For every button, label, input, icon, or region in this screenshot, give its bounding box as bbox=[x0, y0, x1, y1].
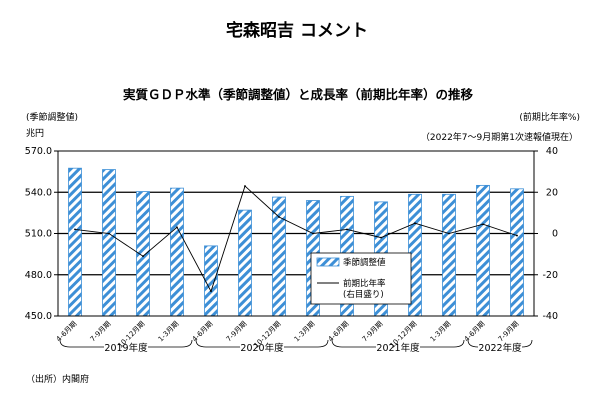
left-tick-label: 450.0 bbox=[25, 311, 52, 322]
plot-frame bbox=[57, 150, 535, 317]
growth-rate-point bbox=[516, 234, 518, 237]
x-tick-label: 4-6月期 bbox=[191, 320, 215, 344]
bar bbox=[476, 184, 490, 317]
x-tick-label: 4-6月期 bbox=[327, 320, 351, 344]
bar bbox=[238, 209, 252, 317]
right-tick-label: 20 bbox=[546, 187, 558, 198]
year-bracket-left bbox=[195, 339, 240, 348]
x-tick-label: 7-9月期 bbox=[497, 320, 521, 344]
growth-rate-point bbox=[108, 232, 110, 235]
x-tick-label: 7-9月期 bbox=[225, 320, 249, 344]
growth-rate-point bbox=[244, 185, 246, 187]
year-group-label: 2022年度 bbox=[478, 342, 522, 354]
year-bracket-right bbox=[148, 339, 193, 348]
left-tick-label: 480.0 bbox=[25, 270, 52, 281]
growth-rate-point bbox=[346, 228, 348, 231]
year-group-label: 2019年度 bbox=[104, 342, 148, 354]
year-group-label: 2020年度 bbox=[240, 342, 284, 354]
right-tick-label: 40 bbox=[546, 146, 558, 157]
bar bbox=[204, 245, 218, 317]
y-right-caption: (前期比年率%) bbox=[519, 111, 580, 123]
x-tick-label: 7-9月期 bbox=[89, 320, 113, 344]
x-tick-label: 4-6月期 bbox=[55, 320, 79, 344]
right-tick-label: 0 bbox=[552, 229, 558, 240]
left-tick-label: 540.0 bbox=[25, 187, 52, 198]
bar bbox=[510, 188, 524, 317]
year-bracket-left bbox=[467, 339, 479, 348]
year-bracket-left bbox=[59, 339, 104, 348]
x-tick-label: 1-3月期 bbox=[157, 320, 181, 344]
bar bbox=[442, 193, 456, 317]
bar bbox=[272, 196, 286, 317]
growth-rate-point bbox=[482, 223, 484, 226]
right-tick-label: -40 bbox=[542, 311, 558, 322]
bar bbox=[68, 167, 82, 317]
year-group-label: 2021年度 bbox=[376, 342, 420, 354]
growth-rate-point bbox=[176, 226, 178, 229]
growth-rate-point bbox=[312, 232, 314, 235]
source-note: （出所）内閣府 bbox=[26, 373, 89, 385]
x-tick-label: 4-6月期 bbox=[463, 320, 487, 344]
year-bracket-right bbox=[284, 339, 329, 348]
growth-rate-point bbox=[380, 236, 382, 239]
legend-line-label: (右目盛り) bbox=[343, 289, 384, 300]
legend-line-label: 前期比年率 bbox=[343, 278, 386, 289]
year-bracket-right bbox=[521, 339, 533, 348]
right-tick-label: -20 bbox=[542, 270, 558, 281]
year-bracket-right bbox=[420, 339, 465, 348]
legend-bar-swatch bbox=[316, 257, 340, 267]
legend-bar-label: 季節調整値 bbox=[343, 257, 386, 268]
growth-rate-point bbox=[278, 216, 280, 218]
growth-rate-point bbox=[414, 222, 416, 225]
y-left-unit: 兆円 bbox=[26, 128, 44, 139]
growth-rate-point bbox=[142, 255, 144, 258]
page-title: 宅森昭吉 コメント bbox=[226, 21, 368, 41]
x-tick-label: 1-3月期 bbox=[429, 320, 453, 344]
growth-rate-point bbox=[448, 232, 450, 235]
bar bbox=[170, 187, 184, 317]
growth-rate-point bbox=[210, 290, 212, 293]
bar bbox=[102, 169, 116, 317]
x-tick-label: 7-9月期 bbox=[361, 320, 385, 344]
chart-note: （2022年7～9月期第1次速報値現在） bbox=[421, 131, 578, 143]
bar bbox=[136, 191, 150, 317]
x-tick-label: 1-3月期 bbox=[293, 320, 317, 344]
left-tick-label: 510.0 bbox=[25, 229, 52, 240]
left-tick-label: 570.0 bbox=[25, 146, 52, 157]
growth-rate-point bbox=[74, 228, 76, 231]
y-left-caption: (季節調整値) bbox=[26, 111, 78, 123]
growth-rate-line bbox=[74, 185, 518, 293]
year-bracket-left bbox=[331, 339, 376, 348]
chart-title: 実質ＧＤＰ水準（季節調整値）と成長率（前期比年率）の推移 bbox=[123, 87, 474, 102]
